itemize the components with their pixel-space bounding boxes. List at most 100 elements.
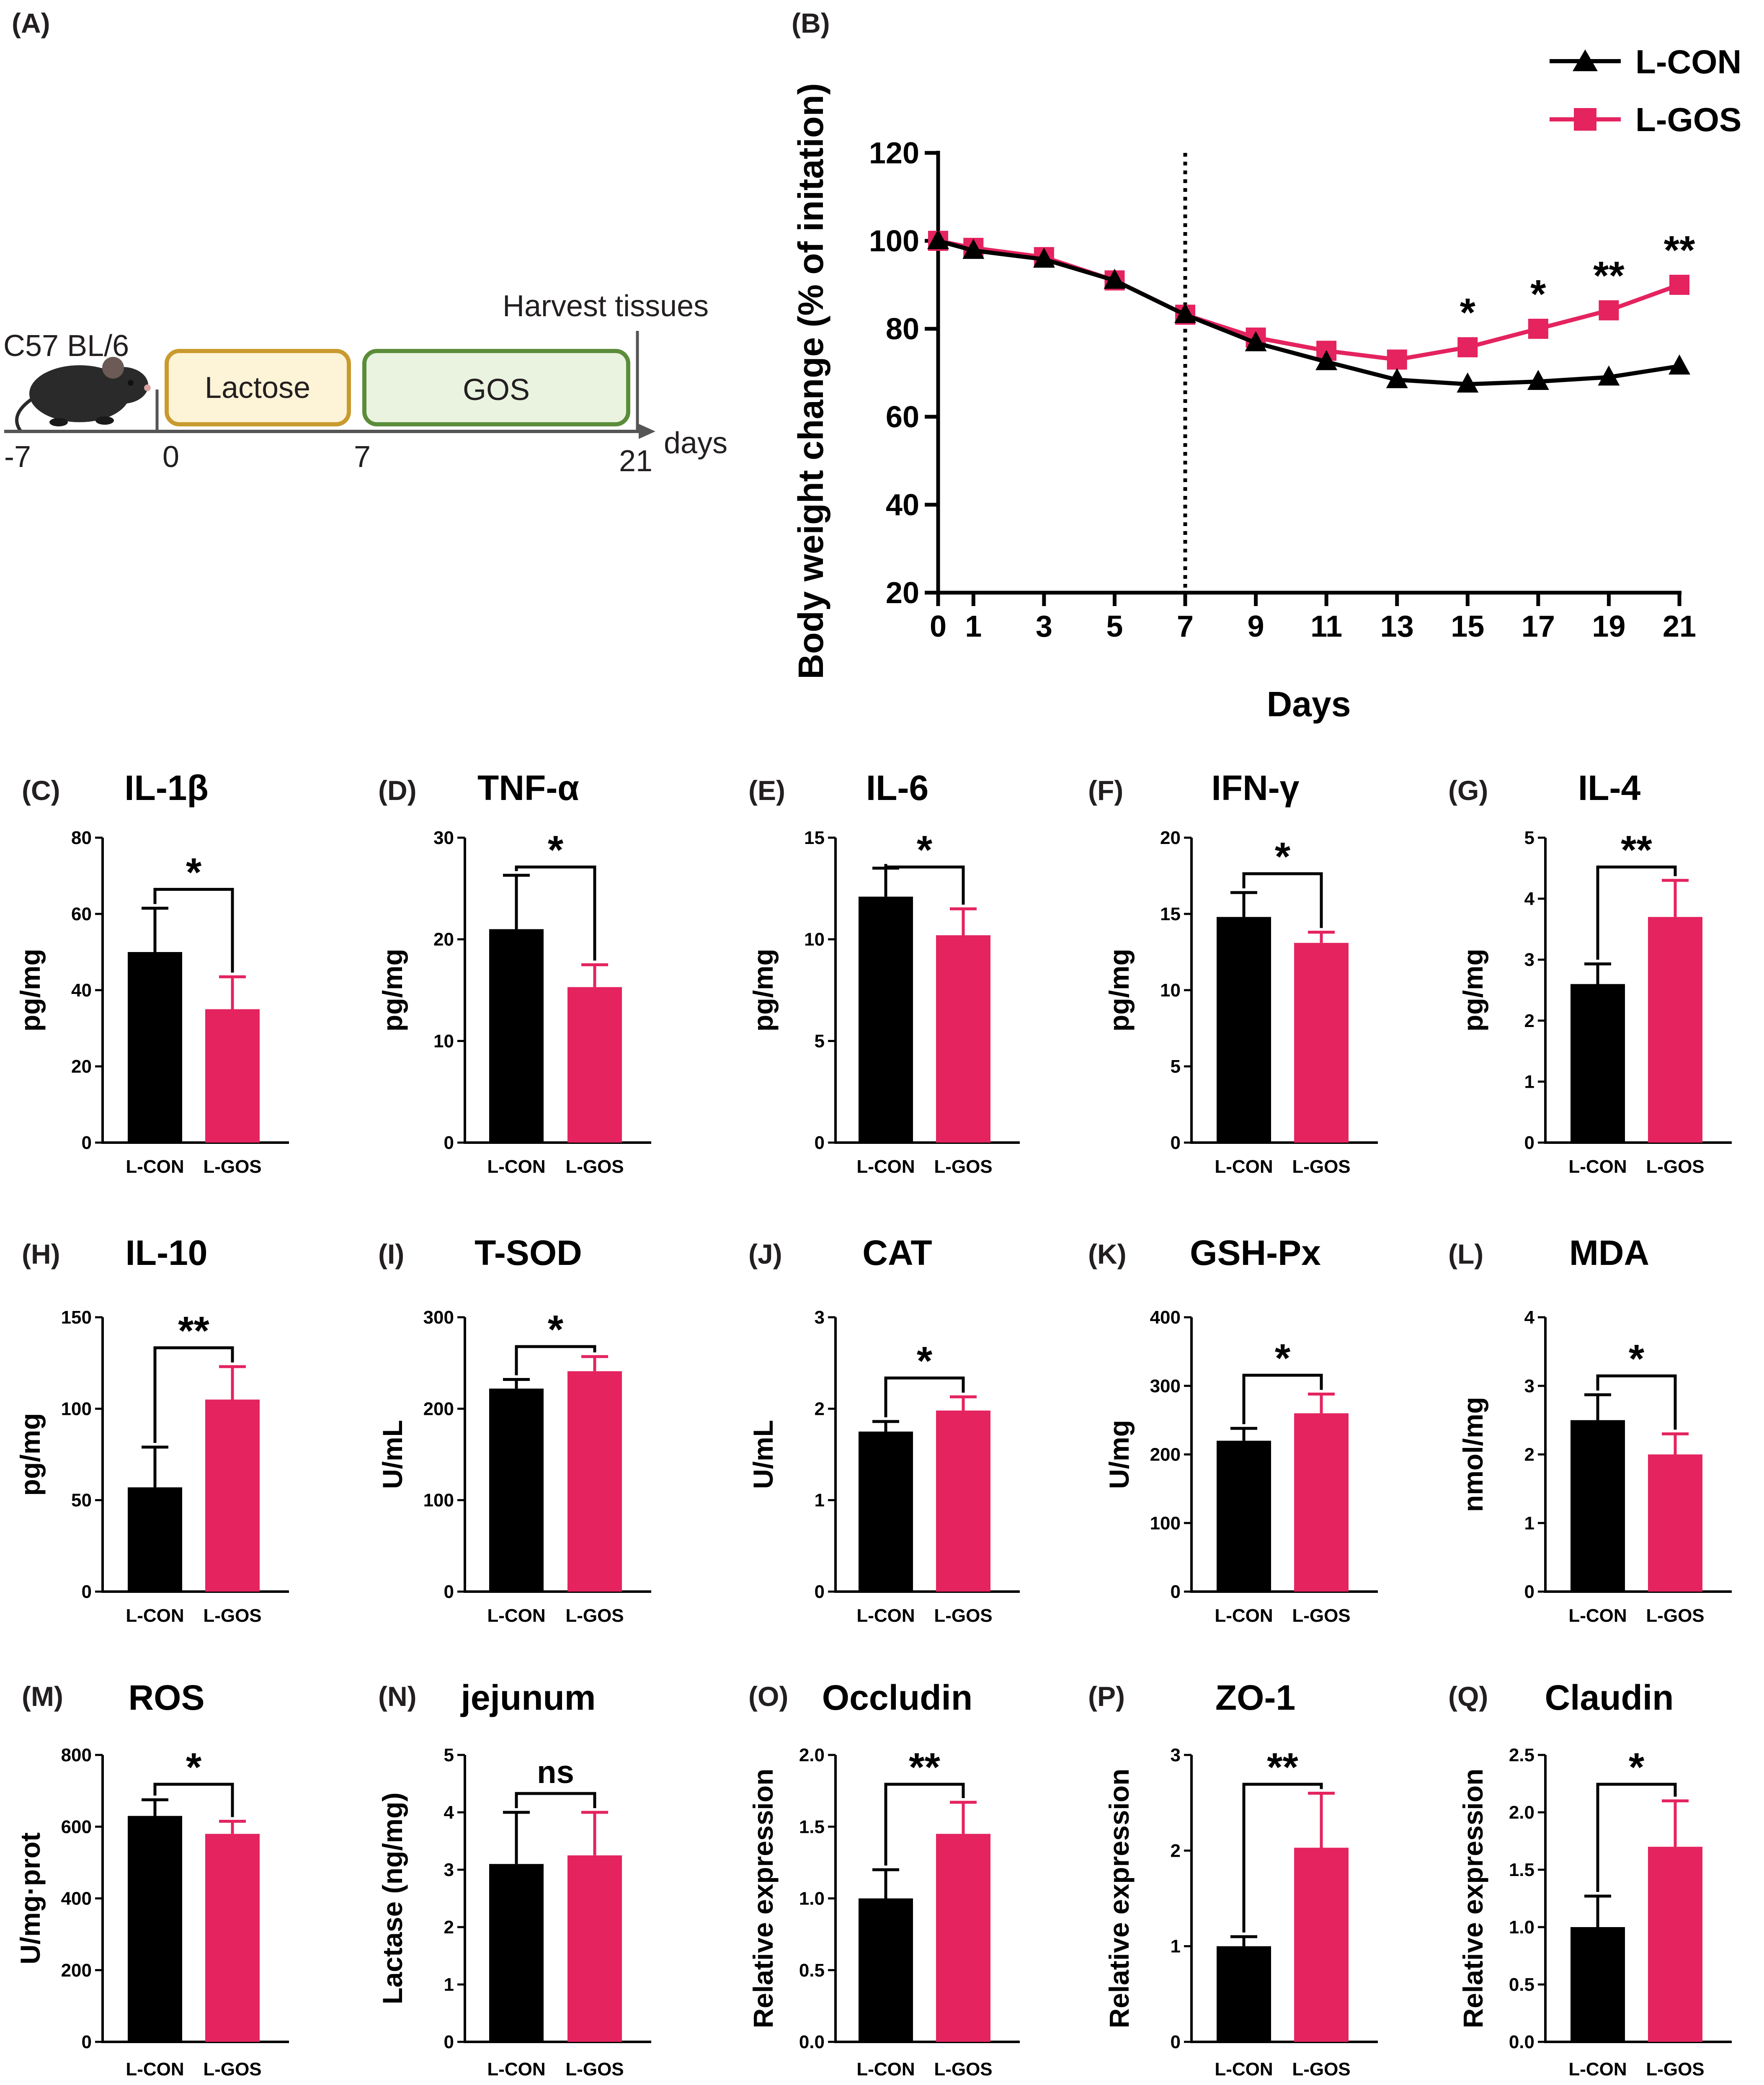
significance-marker: *	[1275, 1336, 1291, 1381]
significance-bracket	[153, 1783, 234, 1817]
x-tick-label: 1	[965, 610, 982, 643]
series-line-l-con	[937, 239, 1680, 387]
y-tick-label: 400	[1150, 1307, 1181, 1328]
bar-l-con	[489, 1864, 544, 2042]
gos-phase-box	[362, 349, 630, 426]
mouse-icon	[15, 357, 151, 433]
panel-c: (C) IL-1β pg/mg 0 20 40 60 80 L-CON L-GOS *	[15, 768, 289, 1177]
x-tick-label: 11	[1310, 610, 1342, 643]
panel-label: (K)	[1088, 1239, 1127, 1270]
y-tick-label: 1.5	[799, 1817, 825, 1837]
y-tick-label: 50	[71, 1490, 92, 1511]
data-point-con	[1104, 268, 1126, 289]
x-category-label: L-CON	[487, 1156, 545, 1177]
data-point-con	[1174, 303, 1196, 323]
panel-title: IL-6	[866, 768, 928, 808]
panel-label: (P)	[1088, 1681, 1125, 1712]
panel-label: (H)	[22, 1239, 60, 1270]
y-axis-title: Lactase (ng/mg)	[377, 1792, 408, 2004]
y-tick-label: 15	[804, 828, 825, 848]
bar-l-con	[128, 1816, 182, 2042]
x-category-label: L-GOS	[1646, 1156, 1704, 1177]
x-category-label: L-GOS	[203, 1605, 261, 1626]
y-tick-label: 200	[423, 1399, 454, 1419]
y-tick-label: 5	[444, 1745, 454, 1765]
y-tick-label: 2	[1171, 1840, 1181, 1861]
significance-marker: *	[548, 828, 564, 872]
data-point-con	[1598, 365, 1620, 386]
bar-l-gos	[1648, 1454, 1702, 1592]
panel-label: (J)	[748, 1239, 782, 1270]
x-category-label: L-GOS	[565, 1156, 624, 1177]
y-tick-label: 1	[1524, 1513, 1534, 1533]
x-tick-label: 17	[1522, 610, 1555, 643]
data-point-con	[1315, 350, 1338, 370]
significance-annotation: *	[1460, 290, 1476, 335]
timeline-unit: days	[664, 426, 727, 460]
bar-l-con	[859, 1898, 913, 2042]
y-tick-label: 0	[444, 1133, 454, 1153]
x-category-label: L-CON	[487, 1605, 545, 1626]
significance-annotation: **	[1664, 228, 1695, 273]
bar-l-gos	[1648, 917, 1702, 1143]
panel-e: (E) IL-6 pg/mg 0 5 10 15 L-CON L-GOS *	[748, 768, 1020, 1177]
bar-l-con	[859, 896, 913, 1143]
panel-label: (M)	[22, 1681, 63, 1712]
data-point-gos	[1599, 300, 1619, 320]
y-tick-label: 3	[815, 1307, 825, 1328]
bar-l-con	[1571, 1420, 1625, 1592]
significance-bracket	[884, 1783, 965, 1866]
significance-annotation: **	[1593, 253, 1625, 298]
panel-label: (C)	[22, 775, 60, 806]
y-tick-label: 0	[815, 1133, 825, 1153]
panel-title: MDA	[1569, 1233, 1649, 1272]
y-tick-label: 2	[1524, 1011, 1534, 1031]
y-tick-label: 10	[804, 929, 825, 950]
y-tick-label: 30	[433, 828, 454, 848]
panel-label: (F)	[1088, 775, 1123, 806]
panel-title: IL-1β	[124, 768, 209, 808]
y-tick-label: 5	[815, 1031, 825, 1051]
y-tick-label: 1	[1524, 1071, 1534, 1092]
y-tick-label: 4	[1524, 1307, 1535, 1328]
significance-marker: *	[1629, 1745, 1645, 1790]
x-category-label: L-CON	[1215, 1156, 1273, 1177]
bar-l-con	[1217, 917, 1271, 1143]
y-tick-label: 20	[886, 576, 919, 610]
panel-a-label: (A)	[12, 8, 50, 39]
significance-marker: **	[1267, 1745, 1298, 1790]
panel-label: (L)	[1448, 1239, 1483, 1270]
panel-h: (H) IL-10 pg/mg 0 50 100 150 L-CON L-GOS **	[15, 1233, 289, 1626]
panel-a: (A) C57 BL/6 Lactose GOS Harvest tissues…	[3, 8, 727, 478]
data-point-con	[927, 229, 949, 249]
y-tick-label: 60	[71, 904, 92, 924]
x-category-label: L-CON	[856, 1156, 915, 1177]
y-tick-label: 0.5	[799, 1960, 825, 1981]
y-tick-label: 100	[423, 1490, 454, 1511]
y-tick-label: 20	[71, 1056, 92, 1077]
y-tick-label: 1.5	[1509, 1860, 1534, 1880]
bar-l-gos	[1294, 1413, 1349, 1592]
data-point-gos	[1457, 337, 1478, 358]
x-tick-label: 3	[1036, 610, 1052, 643]
y-axis-title: U/mL	[377, 1420, 408, 1489]
y-tick-label: 80	[71, 828, 92, 848]
y-tick-label: 0	[444, 2032, 454, 2052]
legend-label-gos: L-GOS	[1635, 101, 1741, 138]
significance-marker: *	[186, 1745, 202, 1790]
significance-marker: **	[1621, 828, 1652, 872]
significance-marker: *	[917, 1339, 933, 1383]
y-tick-label: 3	[1524, 950, 1534, 970]
y-tick-label: 0	[1171, 2032, 1181, 2052]
panel-q: (Q) Claudin Relative expression 0.0 0.5 1.0 1.…	[1448, 1678, 1732, 2080]
timeline-tick-neg7: -7	[4, 440, 31, 474]
panel-o: (O) Occludin Relative expression 0.0 0.5 1.0 1…	[748, 1678, 1020, 2080]
y-tick-label: 20	[1160, 828, 1181, 848]
x-tick-label: 19	[1592, 610, 1625, 643]
y-tick-label: 2	[444, 1917, 454, 1938]
significance-marker: *	[1629, 1337, 1645, 1381]
y-tick-label: 0	[1171, 1582, 1181, 1602]
x-axis-title: Days	[1267, 684, 1351, 724]
bar-l-con	[489, 1388, 544, 1592]
y-tick-label: 0	[82, 2032, 92, 2052]
